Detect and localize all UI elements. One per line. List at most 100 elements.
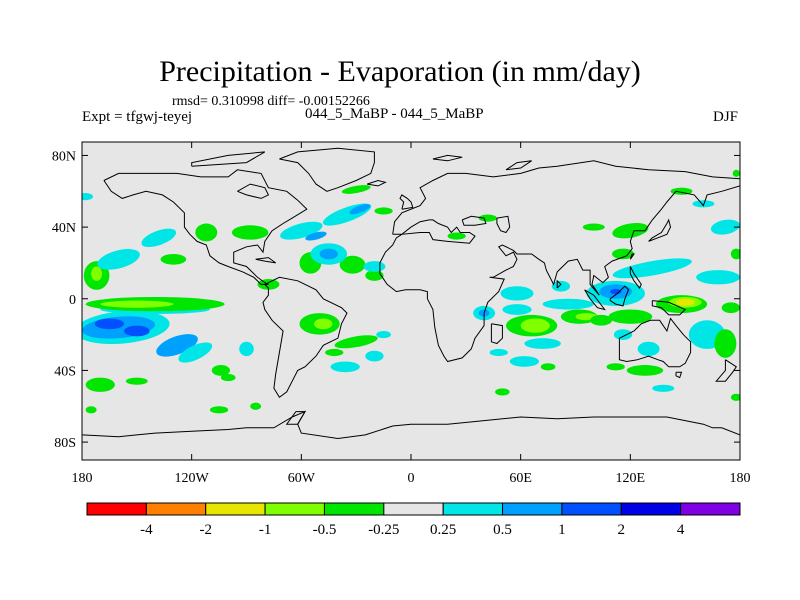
n-atlantic-negative	[374, 207, 393, 215]
lat-label: 40N	[52, 221, 76, 236]
australia-coastline	[618, 317, 692, 368]
colorbar-label: 0.5	[493, 522, 512, 538]
lat-label: 80S	[54, 436, 76, 451]
antarctic-peninsula-coastline	[285, 411, 306, 425]
s-pacific-positive-band	[94, 318, 125, 330]
w-pacific-negative	[676, 298, 695, 306]
equatorial-negative-band	[100, 300, 174, 308]
lon-label: 180	[730, 471, 751, 486]
brazil-negative	[314, 318, 333, 330]
atlantic-tropical-negative	[365, 270, 384, 281]
australia-negative	[626, 365, 664, 376]
colorbar-swatch	[620, 502, 682, 516]
hudson-bay-coastline	[237, 183, 270, 199]
colorbar-label: -1	[259, 522, 272, 538]
colorbar-label: 0.25	[430, 522, 456, 538]
colorbar-swatch	[205, 502, 266, 516]
w-pacific-negative	[612, 248, 634, 260]
greenland-coastline	[279, 147, 375, 192]
svalbard-coastline	[432, 154, 463, 162]
lon-label: 180	[72, 471, 93, 486]
lon-label: 60E	[509, 471, 532, 486]
novaya-zemlya-coastline	[505, 160, 532, 171]
north-asia-negative	[732, 169, 740, 177]
colorbar-label: 4	[677, 522, 685, 538]
colorbar-swatch	[145, 502, 207, 516]
ne-pacific-cyan	[82, 193, 93, 201]
indian-ocean-negative	[520, 318, 550, 333]
sri-lanka-coastline	[556, 279, 562, 289]
australia-positive	[637, 341, 660, 357]
n-pacific-east-negative	[730, 248, 740, 260]
japan-coastline	[648, 218, 672, 242]
colorbar-swatch	[264, 502, 325, 516]
colorbar-swatch	[561, 502, 622, 516]
n-pacific-negative	[160, 253, 187, 265]
south-pacific-negative	[125, 377, 148, 385]
colorbar-label: 1	[558, 522, 566, 538]
statistics-label: rmsd= 0.310998 diff= -0.00152266	[172, 94, 370, 109]
uk-coastline	[399, 194, 414, 210]
indian-ocean-positive	[509, 356, 539, 367]
coastlines	[82, 147, 740, 440]
iceland-coastline	[366, 179, 387, 187]
spcz-negative	[721, 302, 740, 314]
n-atlantic-positive	[349, 204, 371, 215]
south-pacific-negative	[209, 406, 229, 414]
indian-ocean-positive	[542, 298, 594, 310]
southern-ocean-negative	[730, 393, 740, 401]
lon-label: 60W	[288, 471, 316, 486]
mediterranean-negative	[447, 232, 466, 240]
philippines-coastline	[629, 266, 642, 289]
field-contours	[82, 169, 740, 414]
south-atlantic-positive	[330, 361, 360, 373]
colorbar-swatch	[680, 502, 741, 516]
season-label: DJF	[712, 109, 738, 125]
comparison-label: 044_5_MaBP - 044_5_MaBP	[305, 106, 484, 122]
lon-label: 120E	[616, 471, 646, 486]
s-pacific-positive-band	[178, 342, 213, 363]
north-america-coastline	[103, 169, 308, 285]
south-pacific-negative	[211, 365, 231, 376]
colorbar-label: -0.25	[368, 522, 399, 538]
arabian-sea-positive	[500, 286, 534, 301]
w-pacific-negative	[612, 222, 649, 239]
n-pacific-negative	[91, 266, 103, 281]
arctic-islands-coastline	[191, 151, 266, 167]
n-atlantic-positive	[305, 231, 327, 241]
maritime-continent-negative	[608, 309, 653, 324]
south-pacific-negative	[250, 402, 262, 410]
australia-positive	[613, 329, 633, 340]
lat-label: 40S	[54, 364, 76, 379]
cuba-coastline	[255, 257, 276, 264]
eurasia-africa-coastline	[379, 160, 740, 363]
n-atlantic-positive	[280, 221, 323, 240]
south-pacific-negative	[85, 377, 115, 392]
n-atlantic-negative	[341, 185, 371, 194]
experiment-label: Expt = tfgwj-teyej	[82, 109, 193, 125]
colorbar-swatch	[323, 502, 385, 516]
south-atlantic-negative	[334, 335, 378, 349]
colorbar-label: -0.5	[313, 522, 337, 538]
n-pacific-negative	[231, 225, 269, 240]
lon-label: 120W	[175, 471, 210, 486]
taiwan-coastline	[629, 253, 635, 260]
antarctica-coastline	[82, 410, 740, 440]
atlantic-tropical-negative	[339, 255, 366, 274]
lat-label: 80N	[52, 149, 76, 164]
south-atlantic-negative	[325, 348, 344, 357]
lat-label: 0	[69, 293, 76, 308]
colorbar-label: -2	[199, 522, 212, 538]
south-pacific-negative	[220, 374, 236, 382]
colorbar-label: 2	[618, 522, 626, 538]
colorbar-label: -4	[140, 522, 153, 538]
borneo-coastline	[609, 285, 630, 307]
map-axes: 80N 40N 0 40S 80S 180 120W 60W 0 60E 120E 180	[52, 142, 751, 486]
east-china-negative	[582, 223, 605, 231]
s-america-positive	[239, 341, 254, 357]
n-pacific-negative	[195, 223, 218, 242]
south-pacific-negative	[85, 406, 97, 414]
n-pacific-east-positive	[710, 219, 740, 235]
sumatra-coastline	[584, 289, 606, 311]
